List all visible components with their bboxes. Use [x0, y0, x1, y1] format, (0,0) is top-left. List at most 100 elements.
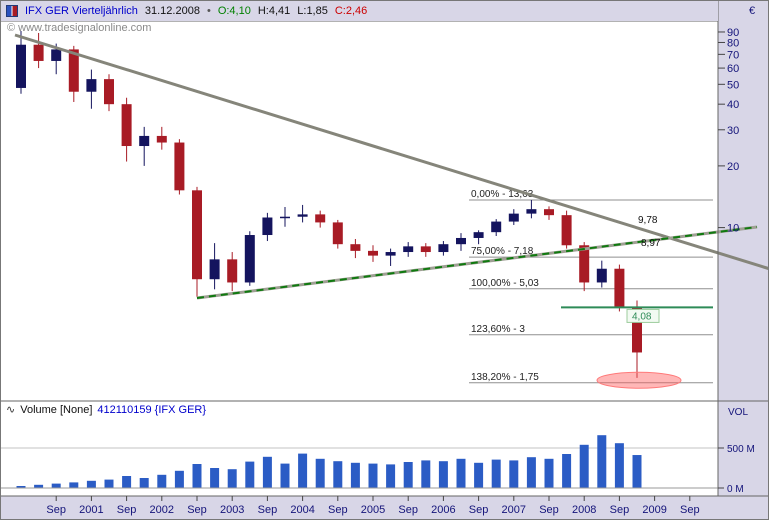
instrument-title[interactable]: IFX GER Vierteljährlich: [25, 5, 138, 17]
candle-body: [491, 221, 502, 233]
support-level-label: 4,08: [632, 311, 652, 322]
volume-bar: [174, 470, 184, 488]
time-tick-label: 2006: [431, 504, 455, 516]
chart-header: IFX GER Vierteljährlich 31.12.2008 • O:4…: [1, 1, 718, 21]
volume-bar: [456, 458, 466, 488]
fib-label: 138,20% - 1,75: [471, 372, 539, 383]
time-tick-label: Sep: [328, 504, 348, 516]
price-tick-label: 60: [727, 63, 739, 75]
time-tick-label: Sep: [398, 504, 418, 516]
high-value: H:4,41: [257, 5, 291, 17]
time-tick-label: Sep: [46, 504, 66, 516]
time-tick-label: Sep: [187, 504, 207, 516]
volume-wave-icon: ∿: [6, 404, 16, 416]
volume-bar: [333, 461, 343, 488]
candle-body: [192, 190, 202, 280]
volume-tick-label: 0 M: [727, 484, 744, 495]
volume-bar: [403, 462, 413, 488]
candle-body: [104, 79, 114, 105]
price-axis-strip: [718, 1, 768, 496]
volume-bar: [438, 461, 448, 488]
candle-body: [174, 142, 185, 191]
volume-bar: [139, 478, 149, 488]
volume-bar: [280, 463, 290, 488]
volume-indicator-value: 412110159 {IFX GER}: [97, 403, 207, 416]
watermark: © www.tradesignalonline.com: [7, 22, 152, 34]
volume-bar: [632, 455, 642, 488]
volume-bar: [368, 463, 378, 488]
price-tick-label: 10: [727, 223, 739, 235]
volume-bar: [86, 480, 96, 488]
volume-bar: [614, 443, 624, 488]
volume-bar: [315, 458, 325, 488]
price-tick-label: 90: [727, 27, 739, 39]
volume-bar: [227, 469, 237, 488]
candle-body: [456, 237, 466, 245]
volume-bar: [192, 464, 202, 488]
candle-body: [51, 49, 62, 61]
time-tick-label: Sep: [539, 504, 559, 516]
time-tick-label: Sep: [680, 504, 700, 516]
candle-body: [368, 250, 378, 256]
volume-bar: [597, 435, 607, 488]
candle-body: [632, 306, 642, 353]
price-tick-label: 40: [727, 99, 739, 111]
trendline-value-descending: 9,78: [638, 215, 658, 226]
time-tick-label: 2002: [150, 504, 174, 516]
ascending-trendline-dash: [196, 226, 758, 299]
volume-bar: [386, 464, 396, 488]
candle-body: [262, 217, 273, 236]
open-value: O:4,10: [217, 5, 251, 17]
candle-body: [121, 104, 132, 147]
volume-bar: [262, 456, 272, 488]
time-tick-label: Sep: [469, 504, 489, 516]
volume-bar: [526, 457, 536, 488]
volume-bar: [157, 474, 167, 488]
volume-bar: [298, 453, 308, 488]
descending-trendline: [14, 33, 768, 270]
candle-body: [403, 246, 414, 253]
time-tick-label: 2001: [79, 504, 103, 516]
candle-body: [68, 49, 79, 92]
candle-body: [420, 246, 431, 253]
fib-label: 123,60% - 3: [471, 324, 525, 335]
candle-body: [596, 268, 607, 283]
volume-bar: [350, 462, 360, 488]
candle-body: [544, 209, 554, 216]
currency-label: €: [749, 5, 755, 17]
volume-bar: [16, 486, 26, 488]
price-tick-label: 50: [727, 79, 739, 91]
fib-label: 0,00% - 13,63: [471, 189, 534, 200]
volume-axis-label: VOL: [728, 407, 748, 418]
candle-body: [244, 235, 255, 283]
price-tick-label: 20: [727, 161, 739, 173]
candle-body: [86, 79, 97, 92]
fib-label: 100,00% - 5,03: [471, 278, 539, 289]
volume-bar: [69, 482, 79, 488]
close-value: C:2,46: [334, 5, 368, 17]
candle-body: [385, 252, 396, 256]
candle-body: [561, 215, 572, 246]
volume-indicator-name[interactable]: Volume [None]: [20, 403, 93, 416]
candle-body: [139, 135, 150, 147]
volume-bar: [34, 484, 44, 488]
volume-bar: [210, 468, 220, 488]
time-tick-label: Sep: [258, 504, 278, 516]
candle-body: [614, 268, 625, 307]
low-highlight-ellipse: [596, 371, 682, 389]
time-tick-label: 2009: [642, 504, 666, 516]
volume-bar: [51, 483, 61, 488]
price-tick-label: 70: [727, 49, 739, 61]
support-level-label-box: [626, 308, 660, 323]
low-value: L:1,85: [297, 5, 328, 17]
candle-body: [473, 232, 484, 238]
candle-body: [579, 245, 590, 283]
time-tick-label: Sep: [117, 504, 137, 516]
volume-bar: [421, 460, 431, 488]
trendline-value-ascending: 8,97: [641, 238, 661, 249]
candle-body: [332, 222, 343, 245]
volume-bar: [562, 454, 572, 488]
candle-body: [297, 214, 308, 217]
